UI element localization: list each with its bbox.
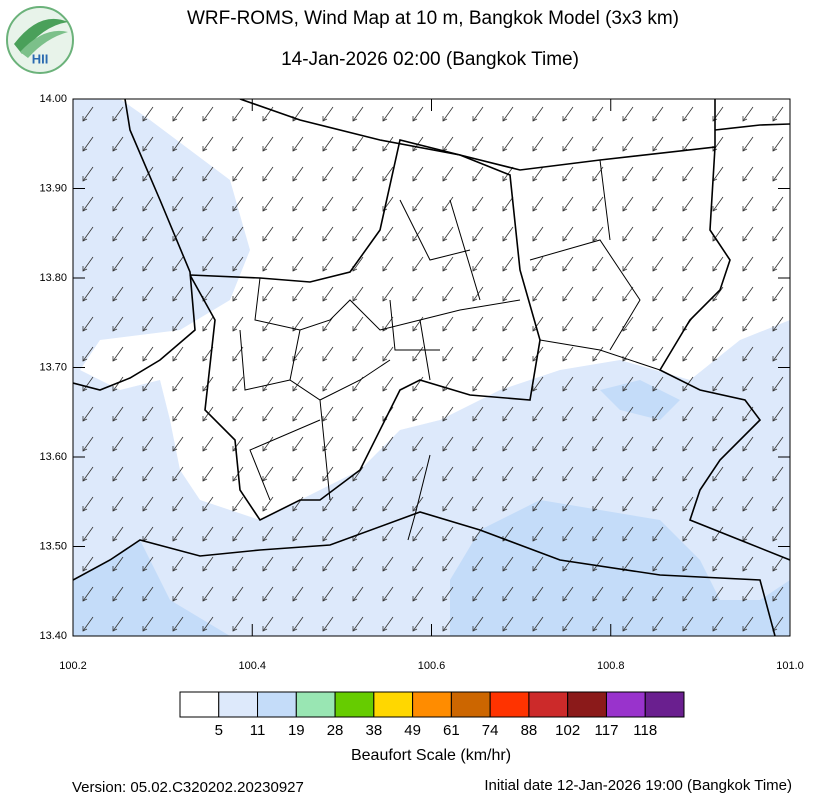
colorbar-label: 38 bbox=[366, 722, 383, 739]
district-border bbox=[239, 159, 661, 501]
river bbox=[407, 454, 431, 541]
colorbar-label: 74 bbox=[482, 722, 499, 739]
color-box bbox=[373, 691, 414, 718]
color-box bbox=[412, 691, 452, 718]
x-tick-label: 100.2 bbox=[59, 660, 87, 672]
x-tick-label: 101.0 bbox=[776, 660, 804, 672]
colorbar-label: 88 bbox=[521, 722, 538, 739]
colorbar-title: Beaufort Scale (km/hr) bbox=[351, 747, 511, 764]
version-text: Version: 05.02.C320202.20230927 bbox=[72, 779, 304, 796]
district-border bbox=[189, 139, 541, 522]
x-tick-label: 100.8 bbox=[597, 660, 625, 672]
color-box bbox=[334, 691, 375, 718]
x-tick-label: 100.6 bbox=[418, 660, 446, 672]
chart-subtitle: 14-Jan-2026 02:00 (Bangkok Time) bbox=[281, 49, 579, 70]
color-box bbox=[567, 691, 607, 718]
logo-text: HII bbox=[32, 51, 49, 66]
colorbar: 5 11 19 28 38 49 61 74 88 102 117 118 bbox=[179, 691, 685, 739]
color-box bbox=[644, 691, 685, 718]
logo: HII bbox=[6, 6, 74, 74]
colorbar-label: 102 bbox=[555, 722, 580, 739]
x-tick-label: 100.4 bbox=[238, 660, 266, 672]
colorbar-label: 49 bbox=[404, 722, 421, 739]
initial-date: Initial date 12-Jan-2026 19:00 (Bangkok … bbox=[484, 777, 792, 794]
colorbar-label: 28 bbox=[327, 722, 344, 739]
y-tick-label: 13.90 bbox=[39, 182, 67, 194]
colorbar-label: 118 bbox=[633, 722, 657, 739]
wind-arrows bbox=[73, 99, 790, 636]
y-tick-label: 13.60 bbox=[39, 451, 67, 463]
color-box bbox=[179, 691, 220, 718]
colorbar-label: 61 bbox=[443, 722, 460, 739]
colorbar-label: 11 bbox=[250, 722, 266, 739]
boundary bbox=[239, 99, 716, 171]
coastline bbox=[73, 511, 776, 636]
y-tick-label: 13.80 bbox=[39, 272, 67, 284]
y-tick-label: 13.50 bbox=[39, 540, 67, 552]
colorbar-label: 5 bbox=[215, 722, 223, 739]
map bbox=[73, 99, 790, 636]
y-tick-label: 14.00 bbox=[39, 93, 67, 105]
y-tick-label: 13.40 bbox=[39, 630, 67, 642]
colorbar-label: 19 bbox=[288, 722, 305, 739]
boundary bbox=[658, 146, 790, 561]
boundary bbox=[714, 123, 790, 131]
y-tick-label: 13.70 bbox=[39, 361, 67, 373]
axes: 100.2 100.4 100.6 100.8 101.0 13.40 13.50 13.60… bbox=[39, 93, 803, 672]
color-box bbox=[528, 691, 569, 718]
color-box bbox=[605, 691, 646, 718]
colorbar-label: 117 bbox=[595, 722, 619, 739]
chart-title: WRF-ROMS, Wind Map at 10 m, Bangkok Mode… bbox=[187, 8, 679, 29]
color-box bbox=[257, 691, 297, 718]
boundary bbox=[73, 99, 196, 391]
color-box bbox=[450, 691, 491, 718]
color-box bbox=[218, 691, 259, 718]
color-box bbox=[489, 691, 530, 718]
color-box bbox=[295, 691, 336, 718]
